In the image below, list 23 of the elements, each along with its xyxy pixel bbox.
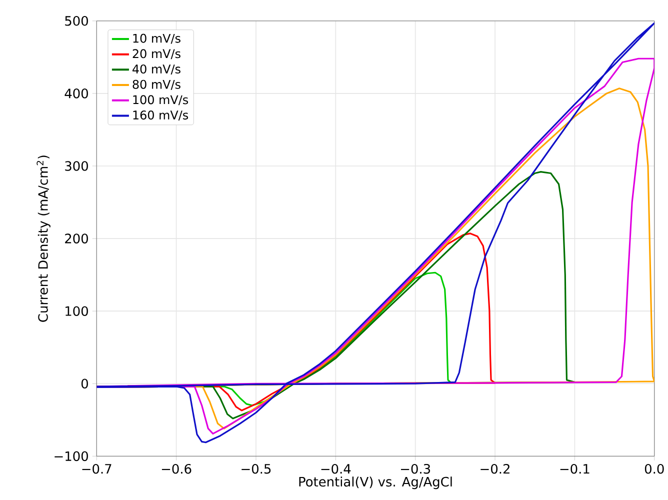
x-tick-label: −0.7 xyxy=(82,464,112,474)
y-tick-label: −100 xyxy=(54,451,88,462)
x-tick-label: −0.1 xyxy=(560,464,590,474)
x-tick-label: −0.3 xyxy=(400,464,430,474)
y-tick-label: 200 xyxy=(65,234,88,244)
x-tick-label: −0.5 xyxy=(242,464,271,474)
x-tick-label: −0.2 xyxy=(480,464,510,474)
legend-label: 20 mV/s xyxy=(132,49,180,60)
legend-label: 100 mV/s xyxy=(133,95,188,106)
legend-label: 40 mV/s xyxy=(132,64,180,74)
y-tick-label: 500 xyxy=(65,16,88,26)
x-tick-label: −0.4 xyxy=(321,464,351,474)
y-tick-label: 300 xyxy=(65,161,88,171)
x-tick-label: 0.0 xyxy=(644,464,664,474)
x-tick-label: −0.6 xyxy=(162,464,192,474)
y-tick-label: 0 xyxy=(81,378,88,389)
y-axis-title: Current Density (mA/cm$^{2}$) xyxy=(36,156,50,322)
legend-label: 80 mV/s xyxy=(132,80,180,90)
legend-label: 10 mV/s xyxy=(133,34,180,44)
x-axis-title: Potential(V) vs. Ag/AgCl xyxy=(299,476,452,490)
y-tick-label: 400 xyxy=(64,88,88,98)
legend-label: 160 mV/s xyxy=(133,110,188,121)
y-tick-label: 100 xyxy=(66,306,88,316)
